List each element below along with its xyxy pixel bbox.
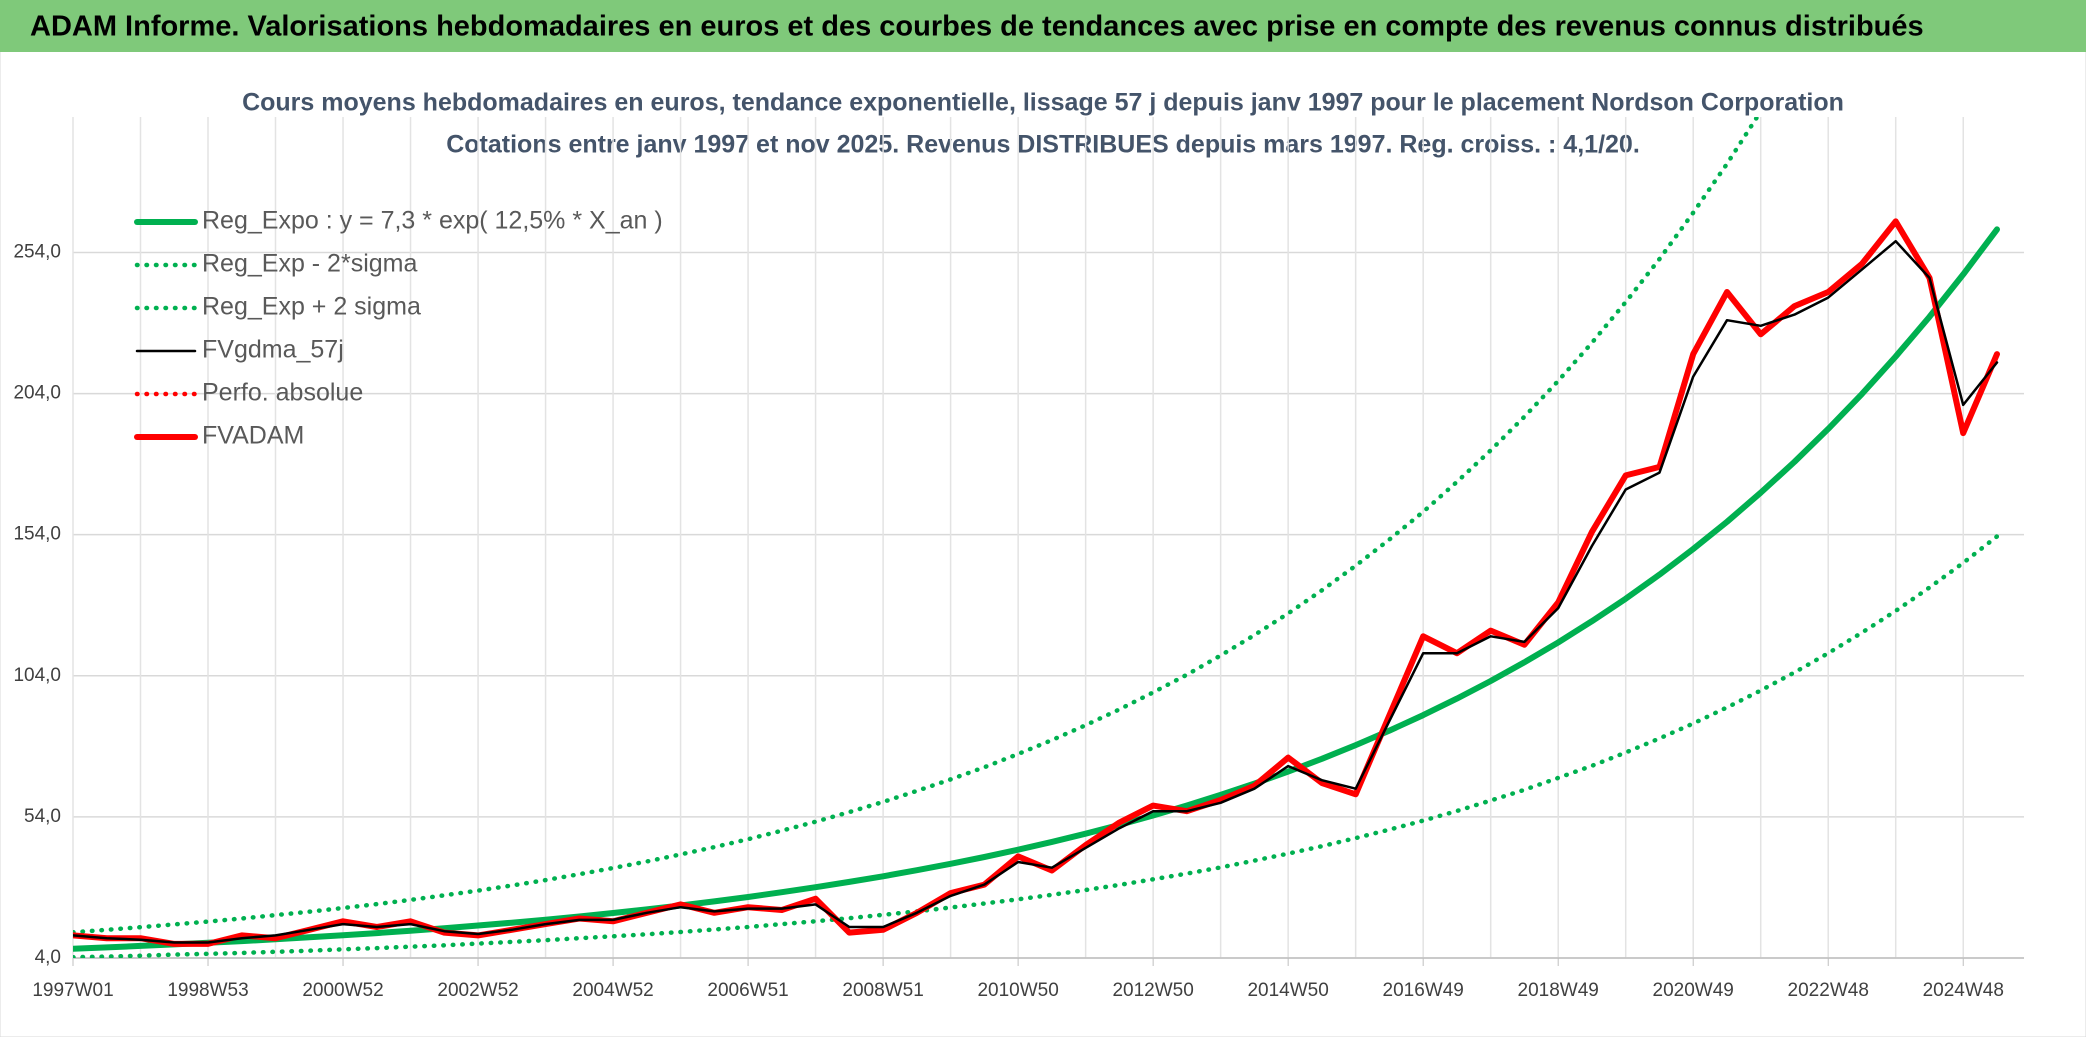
series-line [73,534,2000,958]
x-tick-label: 1997W01 [32,980,113,1001]
x-tick-label: 2010W50 [977,980,1058,1001]
x-tick-label: 2008W51 [842,980,923,1001]
legend-label: FVADAM [202,422,304,450]
plot-area [73,117,2000,958]
x-tick-label: 2014W50 [1247,980,1328,1001]
y-tick-label: 54,0 [24,806,61,827]
legend: Reg_Expo : y = 7,3 * exp( 12,5% * X_an )… [134,207,663,450]
x-tick-label: 2022W48 [1788,980,1869,1001]
chart-title: Cours moyens hebdomadaires en euros, ten… [242,89,1844,117]
x-tick-label: 2016W49 [1383,980,1464,1001]
x-tick-label: 1998W53 [167,980,248,1001]
x-tick-label: 2000W52 [302,980,383,1001]
x-tick-label: 2004W52 [572,980,653,1001]
series-line [73,117,1760,935]
x-tick-label: 2012W50 [1112,980,1193,1001]
header-title: ADAM Informe. Valorisations hebdomadaire… [30,11,1924,43]
x-tick-label: 2006W51 [707,980,788,1001]
series-line [73,239,1999,944]
x-tick-label: 2018W49 [1518,980,1599,1001]
legend-label: FVgdma_57j [202,336,344,364]
x-tick-label: 2020W49 [1653,980,1734,1001]
series-line [73,218,2000,947]
y-tick-label: 254,0 [13,241,61,262]
header-bar [0,0,2086,52]
x-tick-label: 2002W52 [437,980,518,1001]
legend-label: Reg_Exp - 2*sigma [202,250,417,278]
x-tick-label: 2024W48 [1923,980,2004,1001]
legend-label: Perfo. absolue [202,379,363,407]
y-tick-label: 4,0 [35,947,61,968]
y-tick-label: 104,0 [13,665,61,686]
series-line [73,226,2000,952]
legend-label: Reg_Exp + 2 sigma [202,293,421,321]
y-tick-label: 204,0 [13,383,61,404]
legend-label: Reg_Expo : y = 7,3 * exp( 12,5% * X_an ) [202,207,663,235]
chart-subtitle: Cotations entre janv 1997 et nov 2025. R… [446,131,1640,159]
y-tick-label: 154,0 [13,524,61,545]
